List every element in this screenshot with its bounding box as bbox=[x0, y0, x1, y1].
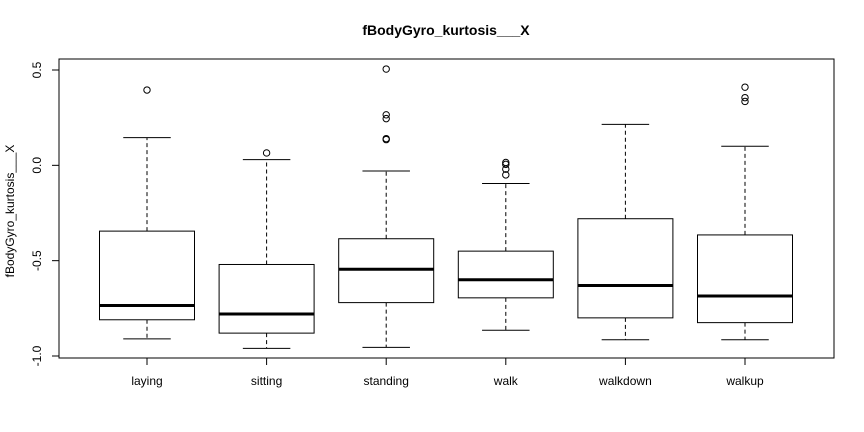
outlier-point bbox=[382, 114, 390, 123]
outlier-point bbox=[143, 86, 151, 94]
chart-title: fBodyGyro_kurtosis___X bbox=[362, 22, 530, 38]
y-tick-label: -0.5 bbox=[30, 250, 44, 271]
outlier-point bbox=[502, 171, 510, 179]
plot-frame bbox=[58, 58, 835, 359]
x-tick-label: walkdown bbox=[598, 374, 652, 388]
x-tick-label: standing bbox=[364, 374, 409, 388]
y-tick-label: 0.5 bbox=[30, 61, 44, 78]
y-tick-label: -1.0 bbox=[30, 345, 44, 366]
outlier-point bbox=[382, 111, 390, 119]
outlier-point bbox=[502, 160, 510, 169]
box-iqr bbox=[218, 263, 315, 334]
outlier-point bbox=[382, 65, 390, 73]
x-tick-label: walkup bbox=[725, 374, 764, 388]
box-iqr bbox=[697, 234, 793, 324]
y-tick-label: 0.0 bbox=[30, 157, 44, 174]
outlier-point bbox=[741, 97, 749, 106]
x-tick-label: walk bbox=[493, 374, 519, 388]
outlier-point bbox=[262, 149, 271, 157]
outlier-point bbox=[382, 135, 390, 144]
box-iqr bbox=[457, 250, 554, 299]
x-tick-label: laying bbox=[131, 374, 162, 388]
x-tick-label: sitting bbox=[251, 374, 282, 388]
box-iqr bbox=[577, 218, 674, 319]
outlier-point bbox=[741, 93, 749, 102]
plot-layer: -1.0 -0.5 0.0 0.5 laying sitting standing walk w… bbox=[30, 61, 793, 388]
outlier-point bbox=[502, 165, 510, 173]
y-axis-label: fBodyGyro_kurtosis___X bbox=[3, 145, 17, 278]
outlier-point bbox=[741, 83, 749, 91]
